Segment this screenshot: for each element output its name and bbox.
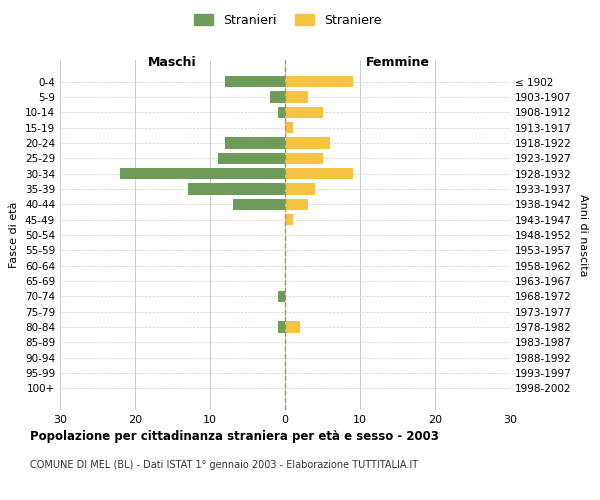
Bar	[285, 168, 353, 179]
Bar	[120, 168, 285, 179]
Bar	[285, 152, 323, 164]
Text: Femmine: Femmine	[365, 56, 430, 70]
Bar	[218, 152, 285, 164]
Text: Maschi: Maschi	[148, 56, 197, 70]
Bar	[285, 198, 308, 210]
Bar	[285, 214, 293, 226]
Bar	[277, 106, 285, 118]
Bar	[285, 122, 293, 134]
Bar	[225, 76, 285, 88]
Text: Popolazione per cittadinanza straniera per età e sesso - 2003: Popolazione per cittadinanza straniera p…	[30, 430, 439, 443]
Bar	[285, 76, 353, 88]
Bar	[285, 137, 330, 148]
Bar	[225, 137, 285, 148]
Bar	[277, 322, 285, 333]
Bar	[285, 322, 300, 333]
Y-axis label: Anni di nascita: Anni di nascita	[578, 194, 588, 276]
Y-axis label: Fasce di età: Fasce di età	[10, 202, 19, 268]
Bar	[233, 198, 285, 210]
Text: COMUNE DI MEL (BL) - Dati ISTAT 1° gennaio 2003 - Elaborazione TUTTITALIA.IT: COMUNE DI MEL (BL) - Dati ISTAT 1° genna…	[30, 460, 418, 470]
Bar	[285, 91, 308, 102]
Bar	[270, 91, 285, 102]
Legend: Stranieri, Straniere: Stranieri, Straniere	[190, 8, 386, 32]
Bar	[285, 106, 323, 118]
Bar	[187, 183, 285, 194]
Bar	[285, 183, 315, 194]
Bar	[277, 290, 285, 302]
